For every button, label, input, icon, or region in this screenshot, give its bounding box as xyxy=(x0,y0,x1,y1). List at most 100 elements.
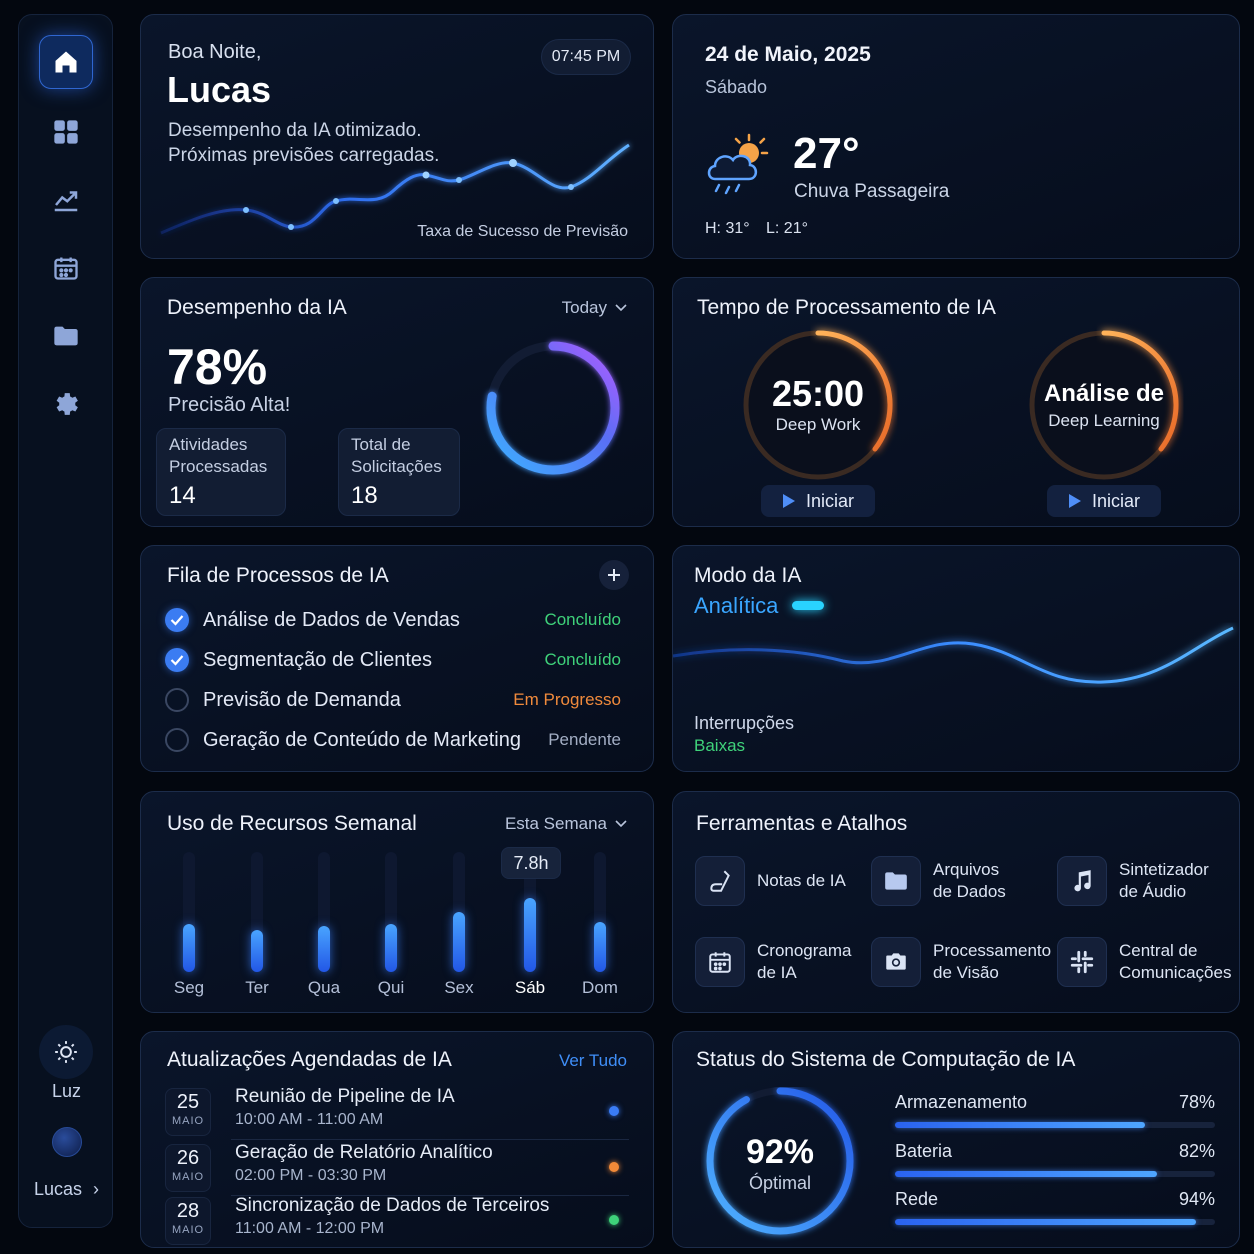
deep-work-timer-ring xyxy=(743,330,893,480)
start-timer1-button[interactable]: Iniciar xyxy=(761,485,875,517)
performance-ring xyxy=(486,341,620,475)
calendar-icon[interactable] xyxy=(39,241,93,295)
usage-day-label: Sáb xyxy=(514,978,546,997)
update-date: 28 MAIO xyxy=(165,1197,211,1245)
view-all-link[interactable]: Ver Tudo xyxy=(558,1051,627,1070)
update-title: Reunião de Pipeline de IA xyxy=(235,1086,455,1107)
update-row[interactable]: 26 MAIO Geração de Relatório Analítico 02… xyxy=(165,1142,629,1196)
chevron-right-icon: › xyxy=(93,1179,100,1199)
user-menu-button[interactable]: Lucas › xyxy=(19,1179,114,1200)
update-time: 02:00 PM - 03:30 PM xyxy=(235,1167,387,1184)
usage-bar-Sáb[interactable] xyxy=(524,897,536,972)
usage-bar-Sex[interactable] xyxy=(453,912,465,972)
update-row[interactable]: 28 MAIO Sincronização de Dados de Terceir… xyxy=(165,1195,629,1247)
tool-communications[interactable]: Central de Comunicações xyxy=(1057,937,1239,987)
theme-toggle-button[interactable] xyxy=(39,1025,93,1079)
interrupt-value: Baixas xyxy=(694,736,746,755)
greeting-line-2: Próximas previsões carregadas. xyxy=(168,145,440,166)
queue-card: Fila de Processos de IA Análise de Dados… xyxy=(140,545,654,772)
queue-item-status: Em Progresso xyxy=(513,690,621,709)
divider xyxy=(231,1139,629,1140)
usage-day-label: Ter xyxy=(245,978,269,997)
stat-activities: Atividades Processadas 14 xyxy=(156,428,286,516)
performance-card: Desempenho da IA Today 78% Precisão Alta… xyxy=(140,277,654,527)
queue-title: Fila de Processos de IA xyxy=(167,564,389,587)
avatar[interactable] xyxy=(52,1127,82,1157)
processing-title: Tempo de Processamento de IA xyxy=(697,296,996,319)
check-icon[interactable] xyxy=(165,648,189,672)
mode-indicator xyxy=(792,601,824,610)
usage-bar-Seg[interactable] xyxy=(183,924,195,972)
tool-ai-schedule[interactable]: Cronograma de IA xyxy=(695,937,877,987)
usage-day-label: Dom xyxy=(582,978,618,997)
usage-bar-track xyxy=(183,852,195,972)
resource-label: Bateria xyxy=(895,1141,953,1161)
update-time: 10:00 AM - 11:00 AM xyxy=(235,1111,384,1128)
grid-icon[interactable] xyxy=(39,105,93,159)
tool-label-line1: Notas de IA xyxy=(757,871,846,890)
weather-date: 24 de Maio, 2025 xyxy=(705,43,871,66)
notes-icon xyxy=(695,856,745,906)
resource-storage: Armazenamento 78% xyxy=(895,1092,1215,1136)
queue-item[interactable]: Geração de Conteúdo de Marketing Pendent… xyxy=(165,725,621,755)
update-day: 26 xyxy=(176,1147,200,1169)
folder-icon[interactable] xyxy=(39,309,93,363)
play-icon xyxy=(782,494,795,508)
user-name: Lucas xyxy=(33,1179,83,1199)
check-icon[interactable] xyxy=(165,608,189,632)
resource-value: 82% xyxy=(1178,1141,1215,1161)
resource-track xyxy=(895,1171,1215,1177)
weather-condition: Chuva Passageira xyxy=(794,181,950,202)
weather-low: L: 21° xyxy=(766,220,808,237)
home-icon[interactable] xyxy=(39,35,93,89)
processing-card: Tempo de Processamento de IA 25:00 Deep … xyxy=(672,277,1240,527)
tool-data-files[interactable]: Arquivos de Dados xyxy=(871,856,1053,906)
status-dot xyxy=(609,1215,619,1225)
update-month: MAIO xyxy=(171,1115,205,1127)
stat-activities-label-1: Atividades xyxy=(169,435,248,454)
stat-requests: Total de Solicitações 18 xyxy=(338,428,460,516)
tool-label-line1: Arquivos xyxy=(933,860,1000,879)
resource-fill xyxy=(895,1171,1158,1177)
mode-title: Modo da IA xyxy=(694,564,802,587)
add-process-button[interactable] xyxy=(599,560,629,590)
usage-bar-Ter[interactable] xyxy=(251,930,263,972)
resource-track xyxy=(895,1219,1215,1225)
usage-day-label: Sex xyxy=(444,978,474,997)
usage-bar-chart: Seg Ter Qua Qui Sex Sáb Dom xyxy=(141,792,653,1012)
update-row[interactable]: 25 MAIO Reunião de Pipeline de IA 10:00 A… xyxy=(165,1086,629,1140)
tool-ai-notes[interactable]: Notas de IA xyxy=(695,856,877,906)
stat-activities-value: 14 xyxy=(169,482,196,509)
checkbox-empty[interactable] xyxy=(165,728,189,752)
stat-requests-label-1: Total de xyxy=(351,435,411,454)
tool-audio-synth[interactable]: Sintetizador de Áudio xyxy=(1057,856,1239,906)
usage-bar-Dom[interactable] xyxy=(594,921,606,972)
queue-item[interactable]: Segmentação de Clientes Concluído xyxy=(165,645,621,675)
queue-item[interactable]: Análise de Dados de Vendas Concluído xyxy=(165,605,621,635)
tool-label-line1: Sintetizador xyxy=(1119,860,1209,879)
usage-bar-track xyxy=(594,852,606,972)
checkbox-empty[interactable] xyxy=(165,688,189,712)
update-month: MAIO xyxy=(171,1171,205,1183)
start-timer2-label: Iniciar xyxy=(1091,490,1140,511)
update-title: Sincronização de Dados de Terceiros xyxy=(235,1195,550,1216)
usage-filter-dropdown[interactable]: Esta Semana xyxy=(505,814,627,834)
tool-vision-processing[interactable]: Processamento de Visão xyxy=(871,937,1053,987)
start-timer1-label: Iniciar xyxy=(805,490,854,511)
chart-icon[interactable] xyxy=(39,173,93,227)
folder-icon xyxy=(871,856,921,906)
usage-bar-Qua[interactable] xyxy=(318,926,330,972)
usage-bar-Qui[interactable] xyxy=(385,924,397,972)
update-date: 25 MAIO xyxy=(165,1088,211,1136)
success-rate-sparkline xyxy=(160,143,630,235)
gear-icon[interactable] xyxy=(39,377,93,431)
usage-bar-track xyxy=(251,852,263,972)
system-ring-sub: Óptimal xyxy=(748,1173,811,1193)
divider xyxy=(231,1195,629,1196)
deep-learning-ring xyxy=(1029,330,1179,480)
start-timer2-button[interactable]: Iniciar xyxy=(1047,485,1161,517)
usage-bar-track xyxy=(318,852,330,972)
performance-filter-dropdown[interactable]: Today xyxy=(562,298,627,318)
theme-label: Luz xyxy=(51,1081,82,1101)
queue-item[interactable]: Previsão de Demanda Em Progresso xyxy=(165,685,621,715)
